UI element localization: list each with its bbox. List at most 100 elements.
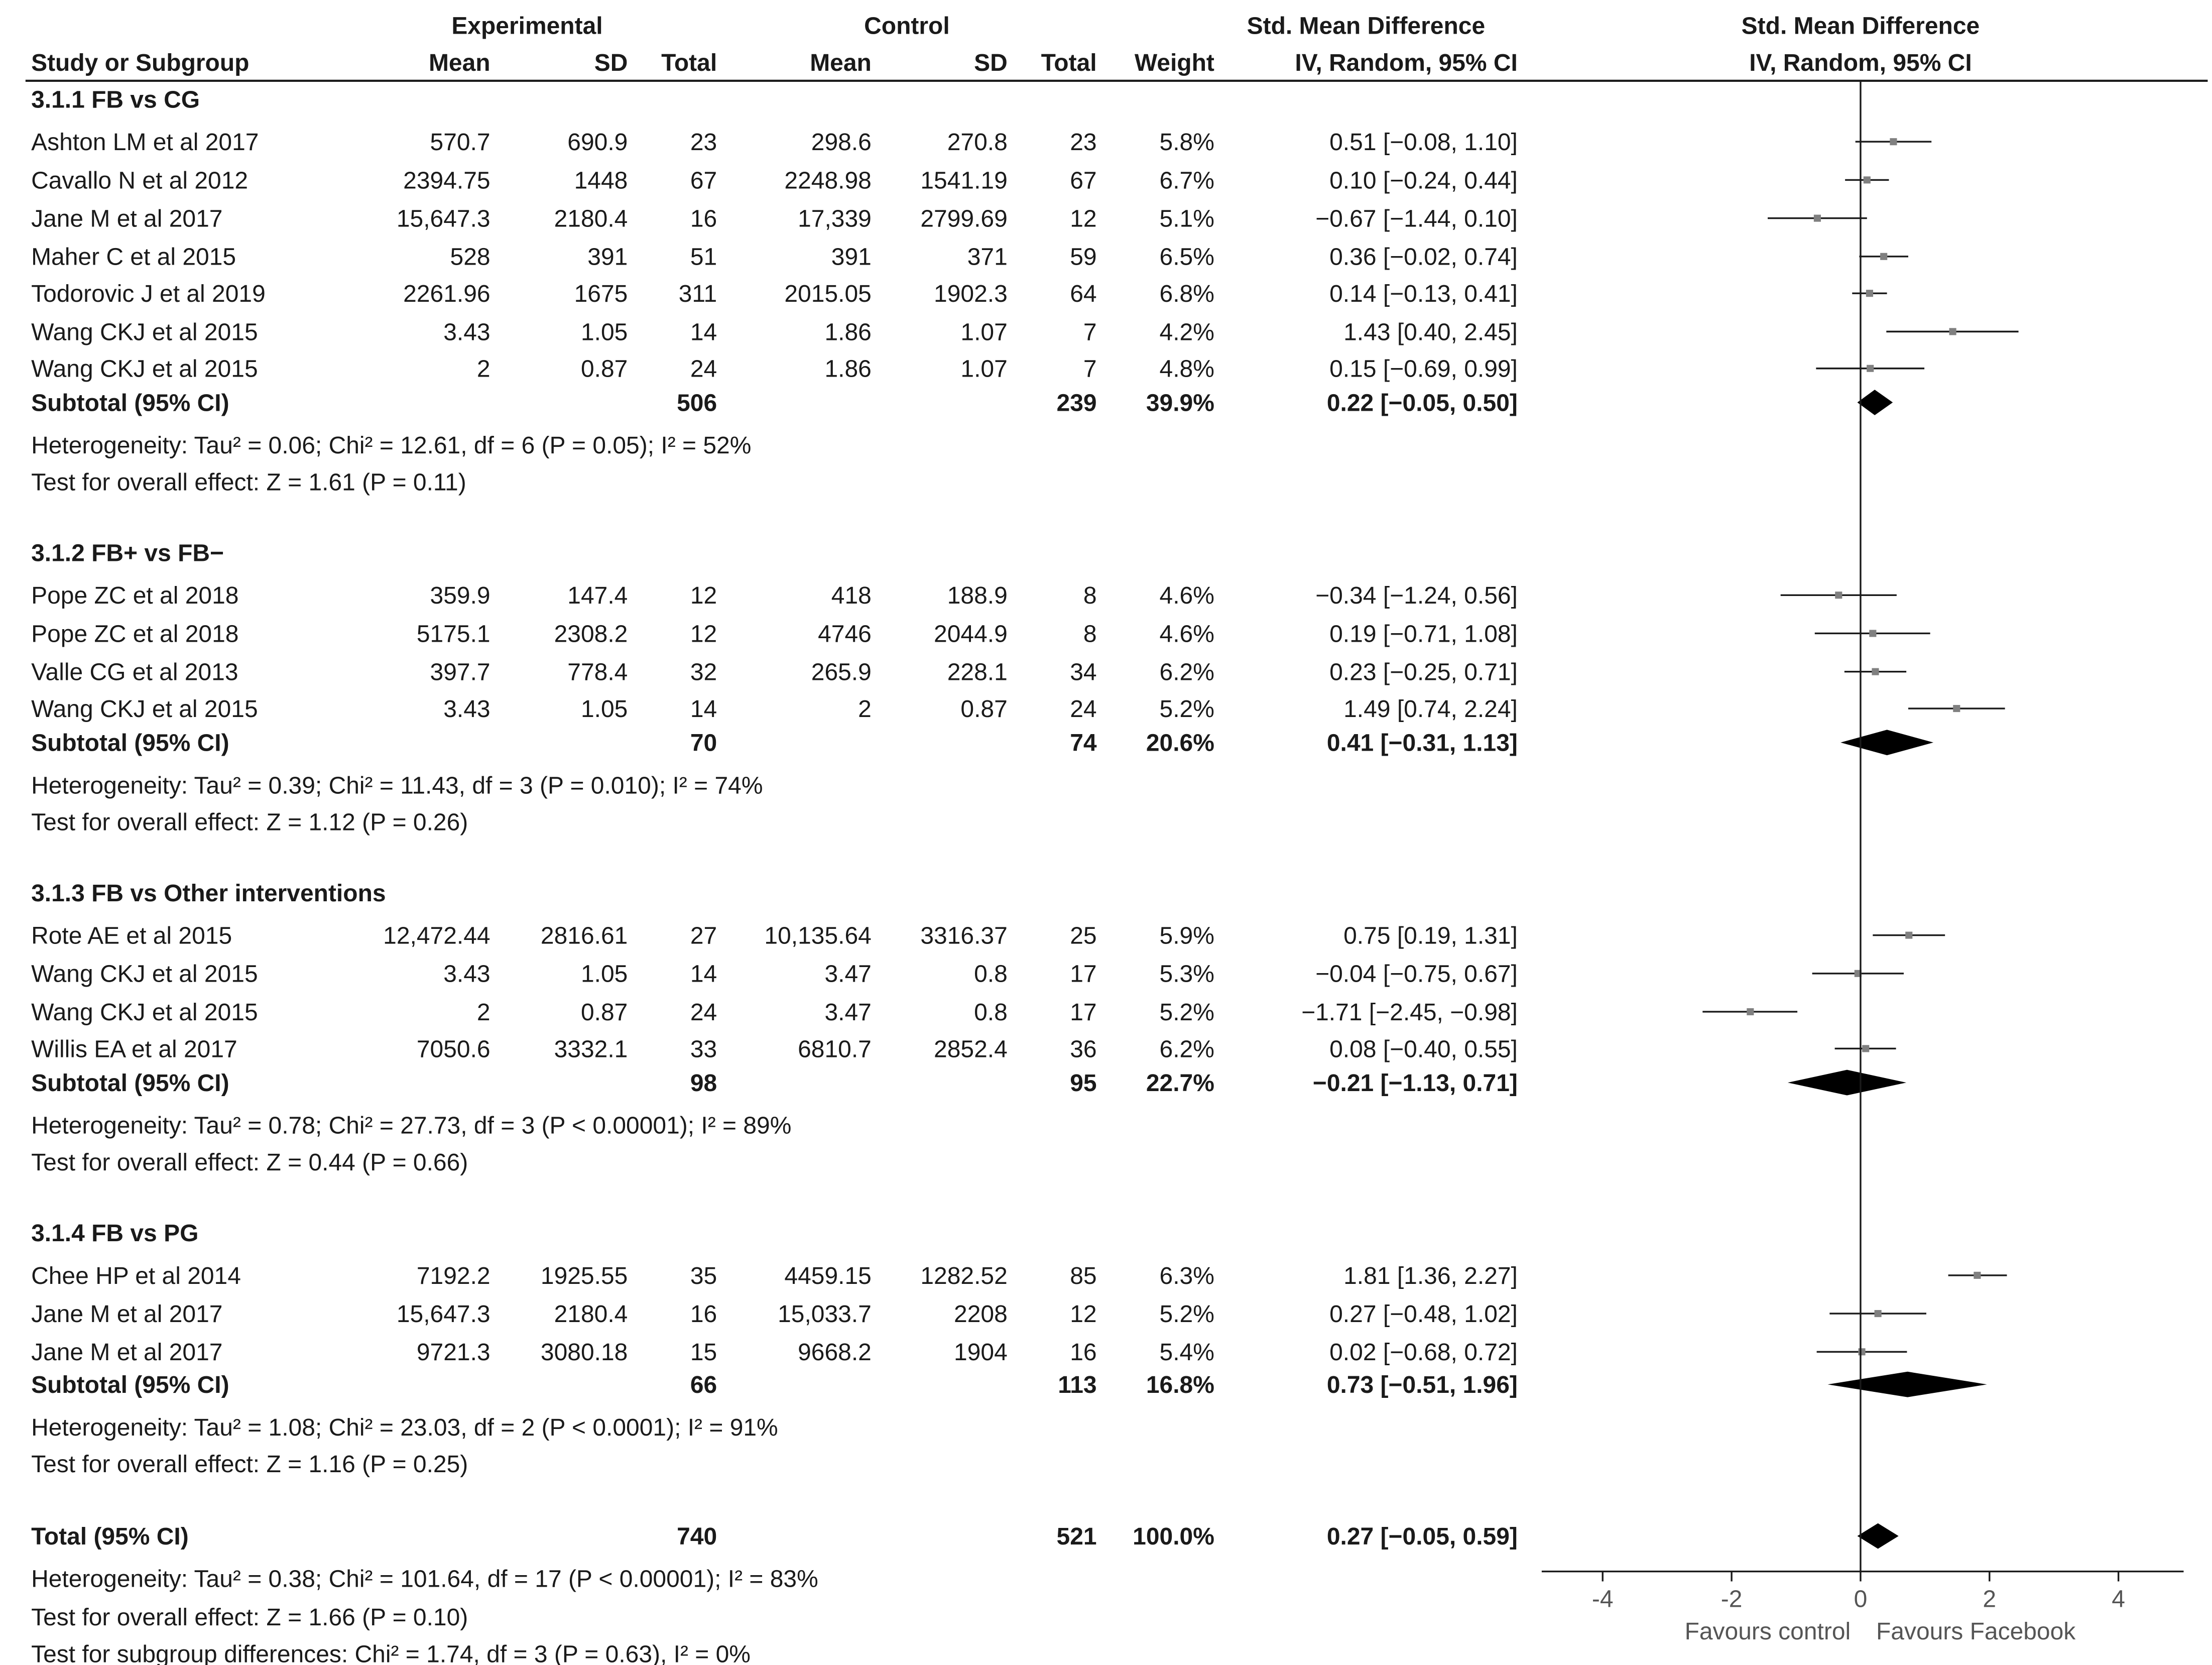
header-smd-right: Std. Mean Difference xyxy=(1742,13,1980,40)
cell-mean-e: 2261.96 xyxy=(403,281,490,307)
cell-weight: 6.5% xyxy=(1160,244,1214,271)
cell-sd-e: 147.4 xyxy=(567,582,628,609)
cell-sd-c: 228.1 xyxy=(947,659,1008,686)
cell-n-c: 8 xyxy=(1083,582,1097,609)
study-name: Wang CKJ et al 2015 xyxy=(31,696,258,723)
cell-n-c: 12 xyxy=(1070,1301,1096,1328)
cell-sd-c: 1902.3 xyxy=(934,281,1008,307)
study-name: Pope ZC et al 2018 xyxy=(31,582,238,609)
cell-sd-e: 391 xyxy=(587,244,628,271)
total-diamond xyxy=(1857,1523,1899,1549)
cell-mean-c: 298.6 xyxy=(811,129,872,156)
cell-sd-c: 2044.9 xyxy=(934,621,1008,647)
cell-sd-c: 2799.69 xyxy=(920,206,1007,232)
study-name: Chee HP et al 2014 xyxy=(31,1263,241,1289)
header-sd-experimental: SD xyxy=(594,50,628,76)
cell-ci-text: 0.75 [0.19, 1.31] xyxy=(1343,923,1518,949)
subtotal-n-experimental: 98 xyxy=(690,1070,717,1097)
subtotal-diamond xyxy=(1840,730,1934,756)
header-method-left: IV, Random, 95% CI xyxy=(1295,50,1517,76)
cell-mean-e: 15,647.3 xyxy=(397,206,490,232)
cell-n-e: 14 xyxy=(690,696,717,723)
cell-mean-e: 528 xyxy=(450,244,490,271)
cell-n-e: 24 xyxy=(690,356,717,383)
header-total-control: Total xyxy=(1041,50,1097,76)
cell-n-e: 311 xyxy=(679,281,717,307)
cell-n-c: 16 xyxy=(1070,1339,1096,1366)
cell-sd-c: 1541.19 xyxy=(920,167,1007,194)
cell-mean-c: 2248.98 xyxy=(784,167,871,194)
total-heterogeneity-text: Heterogeneity: Tau² = 0.38; Chi² = 101.6… xyxy=(31,1566,818,1593)
cell-mean-e: 2 xyxy=(477,999,490,1026)
cell-n-e: 24 xyxy=(690,999,717,1026)
x-axis: -4 -2 0 2 4 Favours control Favours Facebook xyxy=(1541,80,2184,1645)
subtotal-ci: 0.73 [−0.51, 1.96] xyxy=(1327,1372,1518,1398)
point-estimate xyxy=(1858,1348,1866,1356)
cell-n-c: 17 xyxy=(1070,999,1096,1026)
cell-mean-c: 17,339 xyxy=(798,206,872,232)
cell-mean-c: 418 xyxy=(831,582,872,609)
subtotal-weight: 20.6% xyxy=(1146,730,1214,757)
cell-sd-c: 371 xyxy=(967,244,1008,271)
point-estimate xyxy=(1813,214,1821,222)
cell-mean-e: 7192.2 xyxy=(417,1263,490,1289)
cell-weight: 4.8% xyxy=(1160,356,1214,383)
cell-n-e: 16 xyxy=(690,1301,717,1328)
favours-facebook-label: Favours Facebook xyxy=(1876,1618,2076,1645)
cell-n-e: 14 xyxy=(690,961,717,988)
cell-ci-text: 0.19 [−0.71, 1.08] xyxy=(1329,621,1518,647)
point-estimate xyxy=(1974,1271,1981,1279)
forest-rows: 3.1.1 FB vs CG Ashton LM et al 2017 570.7 6… xyxy=(31,86,1518,1664)
header-sd-control: SD xyxy=(974,50,1008,76)
cell-sd-c: 1.07 xyxy=(960,356,1007,383)
x-tick-label: 0 xyxy=(1854,1586,1868,1612)
cell-ci-text: 1.49 [0.74, 2.24] xyxy=(1343,696,1518,723)
x-tick-label: -4 xyxy=(1592,1586,1614,1612)
cell-ci-text: 0.36 [−0.02, 0.74] xyxy=(1329,244,1518,271)
cell-ci-text: 0.02 [−0.68, 0.72] xyxy=(1329,1339,1518,1366)
point-estimate xyxy=(1869,630,1877,637)
subtotal-label: Subtotal (95% CI) xyxy=(31,1372,229,1398)
cell-sd-e: 2308.2 xyxy=(554,621,628,647)
subgroup-differences-text: Test for subgroup differences: Chi² = 1.… xyxy=(31,1641,751,1665)
cell-sd-c: 1.07 xyxy=(960,319,1007,345)
header-weight: Weight xyxy=(1135,50,1214,76)
cell-mean-e: 397.7 xyxy=(430,659,490,686)
cell-mean-c: 2 xyxy=(858,696,872,723)
cell-n-c: 8 xyxy=(1083,621,1097,647)
total-ci: 0.27 [−0.05, 0.59] xyxy=(1327,1523,1518,1550)
cell-ci-text: 0.10 [−0.24, 0.44] xyxy=(1329,167,1518,194)
cell-sd-c: 0.87 xyxy=(960,696,1007,723)
cell-mean-e: 2394.75 xyxy=(403,167,490,194)
subtotal-weight: 39.9% xyxy=(1146,390,1214,416)
cell-ci-text: −0.67 [−1.44, 0.10] xyxy=(1315,206,1518,232)
subtotal-diamond xyxy=(1857,390,1893,415)
cell-ci-text: −0.04 [−0.75, 0.67] xyxy=(1315,961,1518,988)
subtotal-n-control: 239 xyxy=(1057,390,1097,416)
overall-effect-text: Test for overall effect: Z = 0.44 (P = 0… xyxy=(31,1149,468,1176)
header-mean-control: Mean xyxy=(810,50,872,76)
cell-sd-e: 778.4 xyxy=(567,659,628,686)
cell-n-c: 59 xyxy=(1070,244,1096,271)
point-estimate xyxy=(1866,290,1873,297)
cell-mean-e: 570.7 xyxy=(430,129,490,156)
point-estimate xyxy=(1863,176,1871,184)
subgroup-title: 3.1.4 FB vs PG xyxy=(31,1220,198,1247)
cell-weight: 6.7% xyxy=(1160,167,1214,194)
study-name: Pope ZC et al 2018 xyxy=(31,621,238,647)
cell-sd-e: 1448 xyxy=(574,167,628,194)
cell-sd-e: 0.87 xyxy=(581,999,628,1026)
cell-n-c: 64 xyxy=(1070,281,1096,307)
cell-sd-e: 3332.1 xyxy=(554,1036,628,1062)
heterogeneity-text: Heterogeneity: Tau² = 0.78; Chi² = 27.73… xyxy=(31,1113,791,1139)
cell-sd-c: 1282.52 xyxy=(920,1263,1007,1289)
cell-n-c: 34 xyxy=(1070,659,1096,686)
cell-n-e: 14 xyxy=(690,319,717,345)
point-estimate xyxy=(1953,704,1960,712)
cell-sd-c: 1904 xyxy=(954,1339,1008,1366)
cell-n-e: 27 xyxy=(690,923,717,949)
cell-ci-text: −0.34 [−1.24, 0.56] xyxy=(1315,582,1518,609)
study-name: Jane M et al 2017 xyxy=(31,1301,222,1328)
cell-weight: 6.8% xyxy=(1160,281,1214,307)
